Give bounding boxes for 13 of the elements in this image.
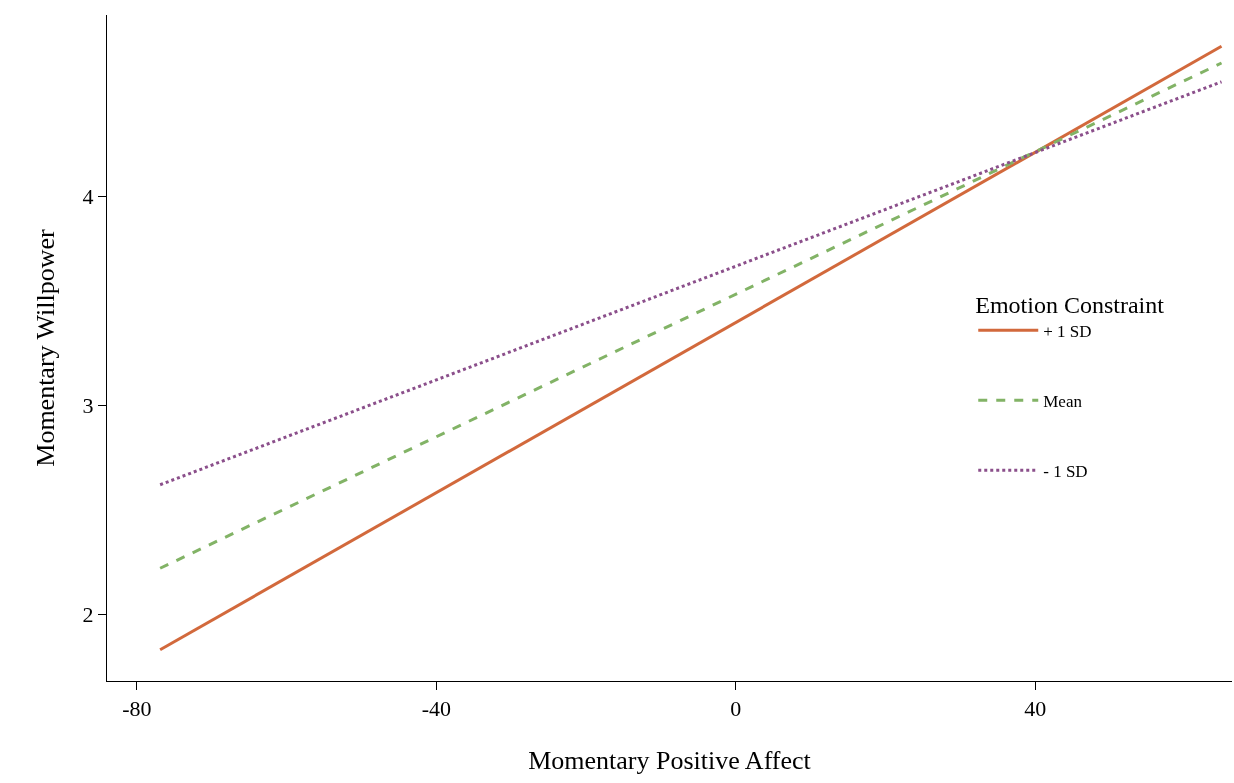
x-tick-label: 0 [730, 696, 742, 722]
x-tick-label: 40 [1024, 696, 1047, 722]
x-tick-label: -40 [421, 696, 451, 722]
y-tick-label: 3 [82, 393, 94, 419]
legend-label: - 1 SD [1043, 461, 1088, 481]
legend-label: + 1 SD [1043, 321, 1092, 341]
y-tick-label: 4 [82, 184, 94, 210]
x-axis-title: Momentary Positive Affect [528, 746, 812, 776]
x-tick-label: -80 [122, 696, 152, 722]
y-axis-title: Momentary Willpower [31, 228, 60, 467]
legend-label: Mean [1043, 391, 1083, 411]
legend-title: Emotion Constraint [975, 291, 1165, 318]
y-tick-label: 2 [82, 601, 94, 627]
